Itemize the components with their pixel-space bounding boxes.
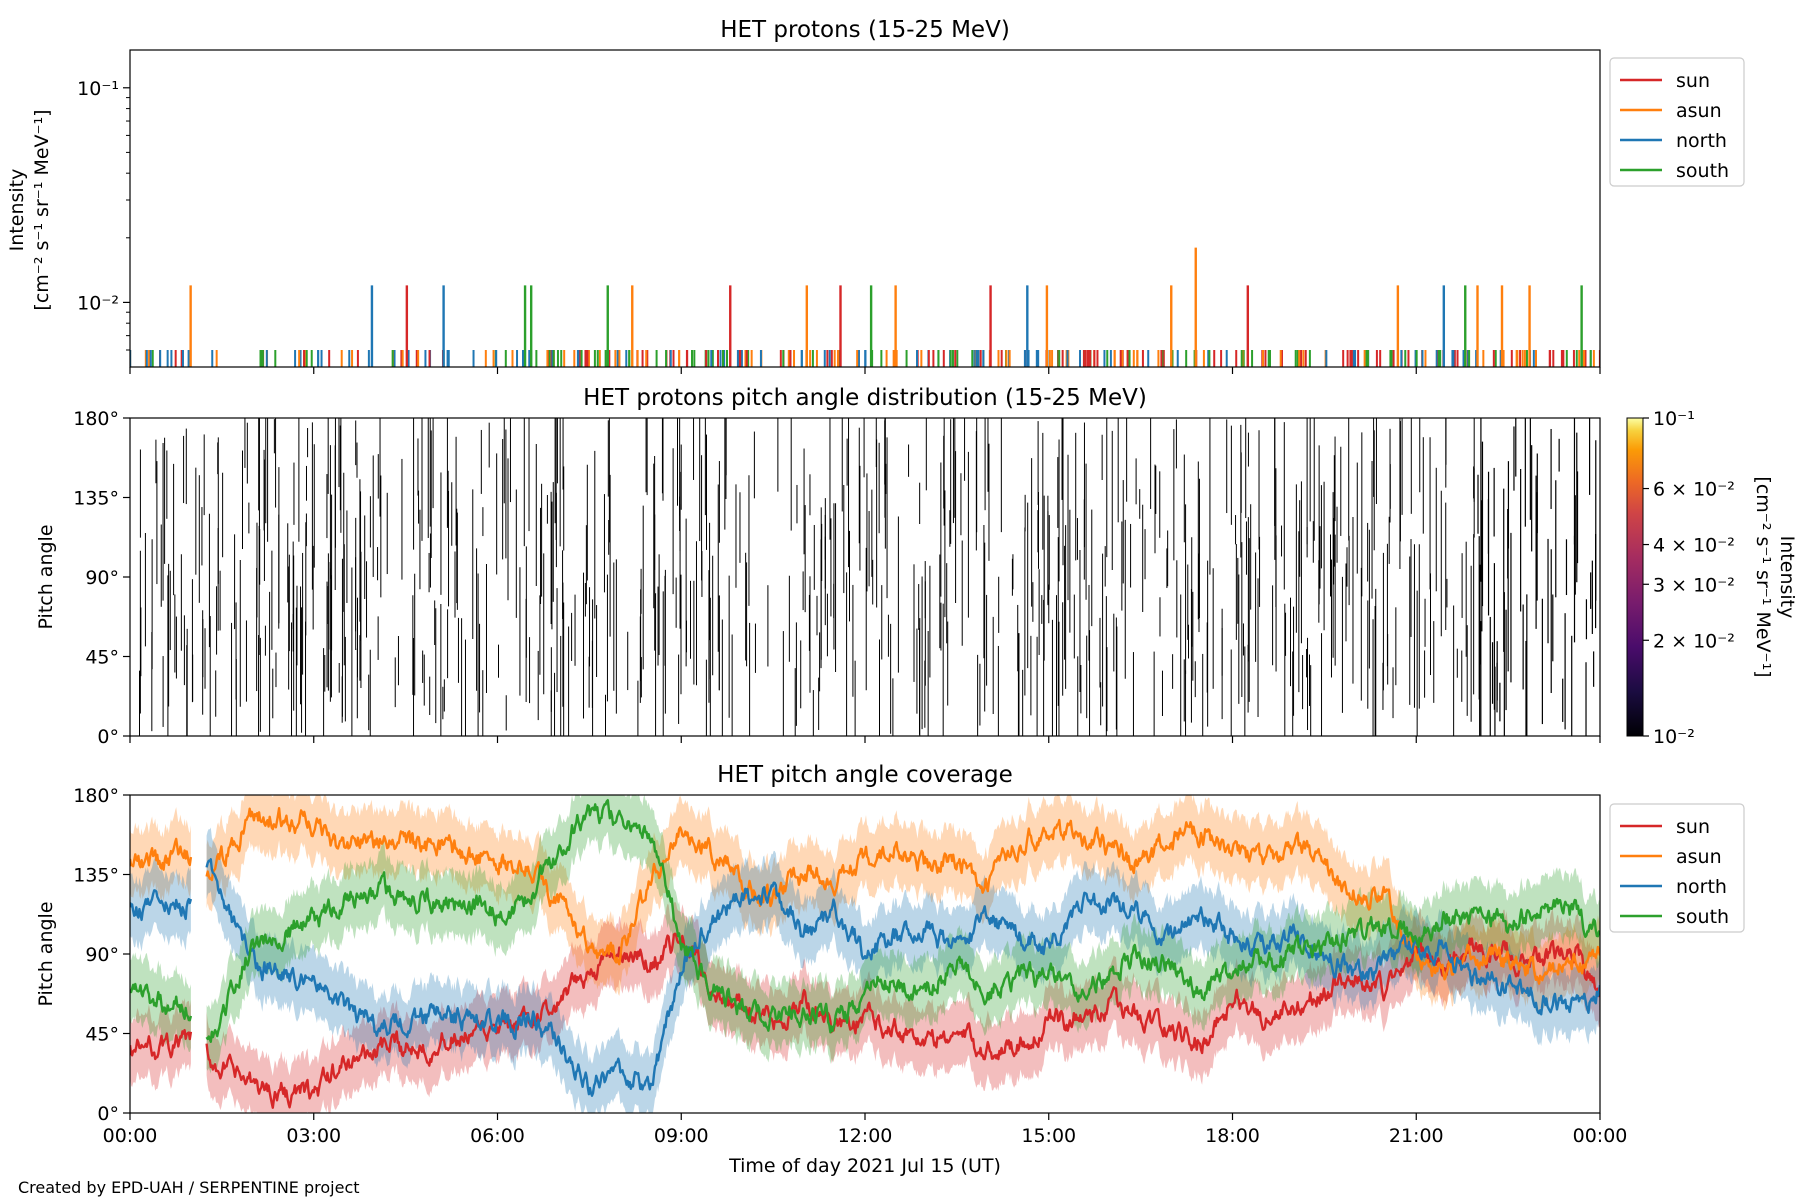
coverage-legend-label-north: north [1676, 876, 1727, 898]
coverage-x-tick-label: 18:00 [1205, 1125, 1260, 1147]
intensity-ylabel-line2: [cm⁻² s⁻¹ sr⁻¹ MeV⁻¹] [31, 109, 53, 310]
intensity-legend-label-sun: sun [1676, 70, 1710, 92]
intensity-y-tick-label: 10⁻¹ [77, 78, 119, 100]
coverage-line-asun [130, 837, 193, 871]
coverage-line-north [205, 858, 1600, 1097]
colorbar-ticks: 10⁻¹ 6 × 10⁻² 4 × 10⁻² 3 × 10⁻² 2 × 10⁻² 10⁻² [1643, 408, 1735, 748]
colorbar [1626, 417, 1644, 737]
coverage-x-tick-label: 21:00 [1389, 1125, 1444, 1147]
pad-y-tick-label: 135° [73, 488, 119, 510]
coverage-legend: sun asun north south [1609, 803, 1745, 933]
colorbar-label-line1: Intensity [1776, 536, 1798, 619]
intensity-x-ticks [129, 367, 1601, 374]
pad-title: HET protons pitch angle distribution (15… [583, 385, 1147, 411]
intensity-legend-label-asun: asun [1676, 100, 1722, 122]
intensity-legend: sun asun north south [1609, 57, 1745, 187]
coverage-x-tick-label: 15:00 [1021, 1125, 1076, 1147]
pad-data [138, 418, 1597, 736]
intensity-y-tick-label: 10⁻² [77, 292, 119, 314]
coverage-band-sun [206, 901, 1600, 1113]
coverage-line-north [130, 889, 193, 922]
coverage-legend-label-south: south [1676, 906, 1729, 928]
coverage-title: HET pitch angle coverage [717, 762, 1013, 788]
pad-ylabel: Pitch angle [35, 524, 57, 629]
intensity-legend-label-north: north [1676, 130, 1727, 152]
coverage-x-tick-label: 06:00 [470, 1125, 525, 1147]
pad-y-tick-label: 90° [85, 567, 119, 589]
coverage-ylabel: Pitch angle [35, 901, 57, 1006]
credit-text: Created by EPD-UAH / SERPENTINE project [18, 1178, 360, 1197]
coverage-x-ticks: 00:00 03:00 06:00 09:00 12:00 15:00 18:00 21:00… [103, 1113, 1628, 1147]
coverage-y-ticks: 0° 45° 90° 135° 180° [73, 785, 130, 1125]
intensity-title: HET protons (15-25 MeV) [720, 17, 1010, 43]
pad-y-tick-label: 0° [97, 726, 119, 748]
coverage-band-asun [130, 807, 191, 902]
intensity-data [130, 247, 1600, 367]
coverage-xlabel: Time of day 2021 Jul 15 (UT) [728, 1155, 1001, 1177]
intensity-ylabel-line1: Intensity [6, 169, 28, 252]
coverage-band-north [130, 858, 191, 952]
colorbar-tick-label: 3 × 10⁻² [1653, 574, 1735, 596]
colorbar-tick-label: 10⁻¹ [1653, 408, 1695, 430]
coverage-line-south [205, 799, 1600, 1043]
pad-panel: HET protons pitch angle distribution (15… [35, 385, 1798, 748]
coverage-x-tick-label: 03:00 [286, 1125, 341, 1147]
colorbar-tick-label: 10⁻² [1653, 726, 1695, 748]
coverage-y-tick-label: 0° [97, 1103, 119, 1125]
colorbar-tick-label: 6 × 10⁻² [1653, 479, 1735, 501]
intensity-plot-area [130, 50, 1600, 367]
colorbar-label-line2: [cm⁻² s⁻¹ sr⁻¹ MeV⁻¹] [1752, 476, 1774, 677]
coverage-legend-label-asun: asun [1676, 846, 1722, 868]
coverage-data [130, 795, 1600, 1113]
colorbar-tick-label: 2 × 10⁻² [1653, 630, 1735, 652]
coverage-line-south [130, 982, 193, 1022]
coverage-y-tick-label: 45° [85, 1024, 119, 1046]
coverage-y-tick-label: 90° [85, 944, 119, 966]
coverage-legend-label-sun: sun [1676, 816, 1710, 838]
coverage-line-sun [205, 932, 1600, 1109]
coverage-line-sun [130, 1028, 193, 1061]
intensity-panel: HET protons (15-25 MeV) 10⁻¹ 10⁻² Intensi… [6, 17, 1745, 374]
coverage-x-tick-label: 00:00 [103, 1125, 158, 1147]
coverage-x-tick-label: 00:00 [1573, 1125, 1628, 1147]
coverage-y-tick-label: 180° [73, 785, 119, 807]
intensity-legend-frame [1609, 57, 1745, 187]
coverage-x-tick-label: 09:00 [654, 1125, 709, 1147]
pad-y-tick-label: 45° [85, 647, 119, 669]
coverage-y-tick-label: 135° [73, 865, 119, 887]
colorbar-tick-label: 4 × 10⁻² [1653, 535, 1735, 557]
pad-y-tick-label: 180° [73, 408, 119, 430]
coverage-x-tick-label: 12:00 [838, 1125, 893, 1147]
intensity-legend-label-south: south [1676, 160, 1729, 182]
pad-y-ticks: 0° 45° 90° 135° 180° [73, 408, 130, 748]
coverage-legend-frame [1609, 803, 1745, 933]
pad-x-ticks [129, 736, 1601, 743]
coverage-panel: HET pitch angle coverage 0° 45° 90° 135° 180… [35, 762, 1745, 1177]
coverage-line-asun [205, 807, 1600, 985]
intensity-y-ticks: 10⁻¹ 10⁻² [77, 78, 130, 351]
pad-plot-area [130, 418, 1600, 736]
